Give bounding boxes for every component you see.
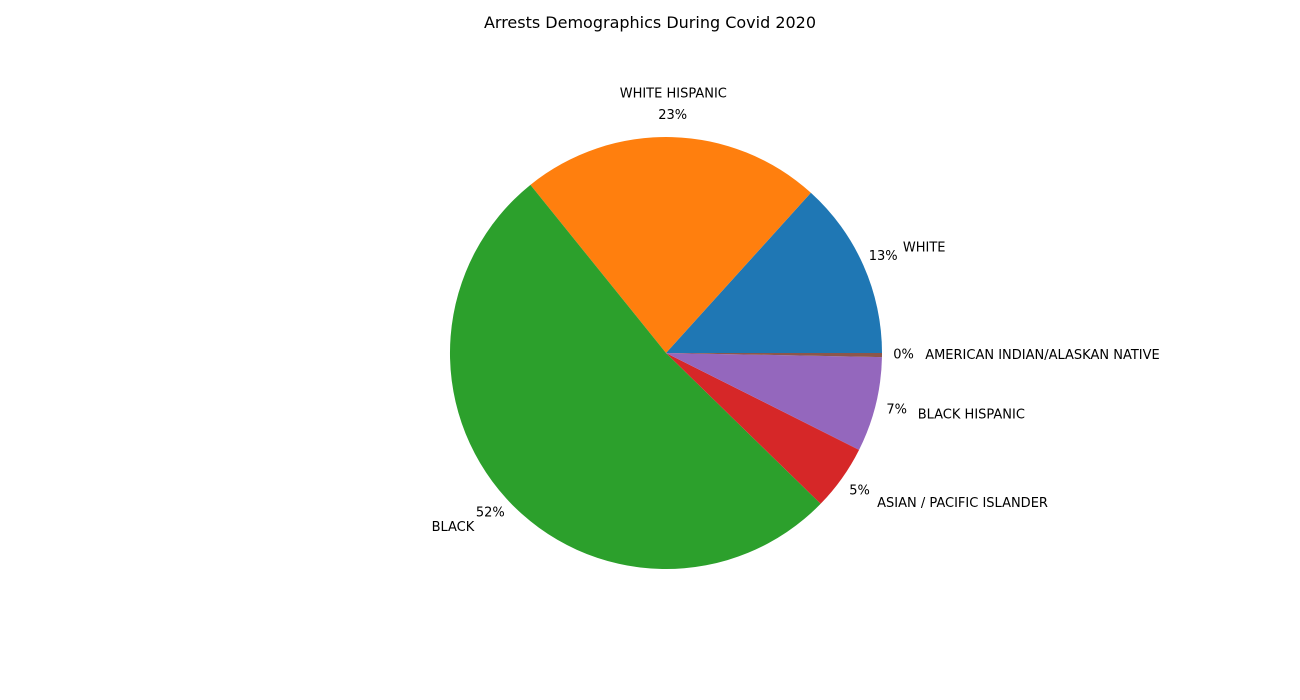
slice-label-american-indian-alaskan-native: AMERICAN INDIAN/ALASKAN NATIVE	[925, 348, 1160, 363]
slice-label-white: WHITE	[903, 240, 946, 255]
pie-slice-black	[449, 184, 821, 570]
slice-label-white-hispanic: WHITE HISPANIC	[620, 86, 727, 101]
slice-percent-american-indian-alaskan-native: 0%	[893, 348, 914, 363]
slice-label-black: BLACK	[432, 520, 475, 535]
pie-slice-black-hispanic	[666, 353, 882, 450]
slice-percent-white: 13%	[869, 249, 898, 264]
slice-percent-white-hispanic: 23%	[658, 108, 687, 123]
slice-label-black-hispanic: BLACK HISPANIC	[918, 408, 1025, 423]
slice-percent-black-hispanic: 7%	[886, 402, 907, 417]
pie-slice-white-hispanic	[530, 136, 811, 353]
pie-slice-white	[666, 192, 882, 353]
pie-slice-american-indian-alaskan-native	[666, 353, 882, 358]
pie-slices	[449, 136, 882, 570]
slice-percent-asian-pacific-islander: 5%	[849, 483, 870, 498]
slice-label-asian-pacific-islander: ASIAN / PACIFIC ISLANDER	[877, 496, 1048, 511]
slice-percent-black: 52%	[476, 505, 505, 520]
pie-labels: 13% WHITE 23% WHITE HISPANIC 52%BLACK 5% ASIAN…	[432, 86, 1160, 535]
chart-title: Arrests Demographics During Covid 2020	[484, 13, 816, 32]
pie-slice-asian-pacific-islander	[666, 353, 860, 504]
